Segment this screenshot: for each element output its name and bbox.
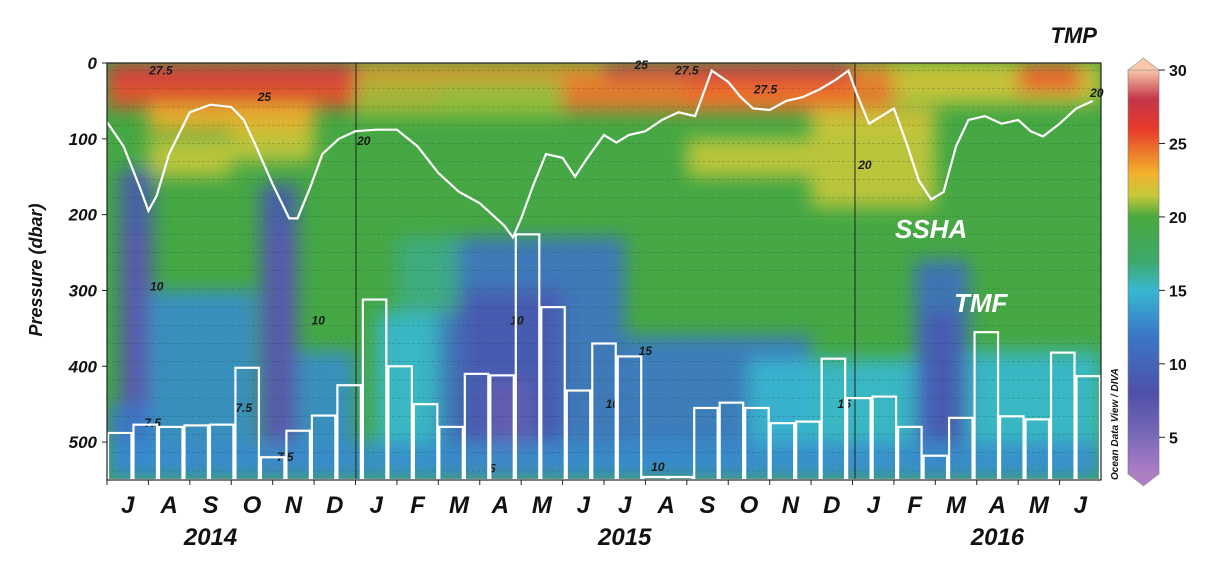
field-patch — [922, 313, 961, 443]
contour-label: 27.5 — [753, 82, 778, 96]
contour-label: 15 — [639, 344, 653, 358]
field-patch — [231, 131, 315, 162]
contour-label: 7.5 — [235, 401, 252, 415]
field-patch — [148, 138, 232, 177]
colorbar-tick-label: 5 — [1169, 430, 1178, 447]
contour-label: 27.5 — [674, 63, 699, 77]
field-patch — [355, 78, 563, 117]
month-label: A — [159, 492, 177, 519]
contour-label: 10 — [651, 460, 665, 474]
chart-title: TMP — [1051, 23, 1098, 48]
field-patch — [148, 104, 315, 132]
odv-credit: Ocean Data View / DIVA — [1110, 368, 1121, 480]
ssha-series-label: SSHA — [895, 214, 967, 244]
year-label: 2016 — [970, 524, 1025, 551]
month-label: O — [243, 492, 262, 519]
contour-label: 20 — [1089, 86, 1104, 100]
colorbar-tick-label: 15 — [1169, 283, 1187, 300]
field-patch — [268, 229, 294, 480]
y-tick-label: 500 — [69, 433, 98, 452]
contour-label: 27.5 — [148, 63, 173, 77]
contour-label: 10 — [150, 279, 164, 293]
colorbar — [1127, 69, 1160, 475]
contour-label: 10 — [312, 314, 326, 328]
colorbar-top-arrow — [1127, 57, 1160, 71]
colorbar-tick-label: 10 — [1169, 357, 1187, 374]
month-label: M — [1029, 492, 1050, 519]
month-label: D — [326, 492, 343, 519]
month-label: F — [410, 492, 426, 519]
field-blobs — [107, 63, 1101, 480]
field-patch — [562, 81, 894, 113]
y-axis-ticks: 0 100 200 300 400 500 — [68, 54, 107, 452]
contour-label: 25 — [634, 58, 649, 72]
field-patch — [107, 63, 356, 82]
month-label: J — [1074, 492, 1088, 519]
contour-label: 20 — [857, 158, 872, 172]
month-label: M — [532, 492, 553, 519]
month-label: O — [740, 492, 759, 519]
field-patch — [396, 237, 460, 314]
colorbar-ticks: 5 10 15 20 25 30 — [1159, 63, 1187, 447]
month-label: A — [988, 492, 1006, 519]
temperature-field — [107, 63, 1101, 480]
y-tick-label: 100 — [69, 130, 98, 149]
month-label: S — [203, 492, 219, 519]
month-label: J — [618, 492, 632, 519]
month-label: M — [946, 492, 967, 519]
y-axis-label: Pressure (dbar) — [26, 203, 46, 336]
month-label: J — [577, 492, 591, 519]
month-label: F — [907, 492, 923, 519]
year-label: 2014 — [183, 524, 237, 551]
colorbar-bottom-arrow — [1127, 473, 1160, 487]
field-patch — [107, 442, 1101, 480]
contour-label: 25 — [257, 90, 272, 104]
y-tick-label: 0 — [88, 54, 98, 73]
tmf-series-label: TMF — [954, 288, 1009, 318]
colorbar-tick-label: 20 — [1169, 210, 1187, 227]
y-tick-label: 300 — [69, 281, 98, 300]
field-patch — [686, 138, 812, 177]
y-tick-label: 200 — [68, 206, 98, 225]
field-patch — [1018, 63, 1081, 94]
month-label: J — [121, 492, 135, 519]
month-label: A — [656, 492, 674, 519]
colorbar-tick-label: 25 — [1169, 136, 1187, 153]
y-tick-label: 400 — [68, 357, 98, 376]
month-label: N — [782, 492, 800, 519]
month-label: A — [491, 492, 509, 519]
colorbar-tick-label: 30 — [1169, 63, 1187, 80]
month-label: S — [700, 492, 716, 519]
contour-label: 10 — [510, 314, 524, 328]
month-label: J — [867, 492, 881, 519]
field-patch — [811, 123, 936, 208]
year-label: 2015 — [597, 524, 652, 551]
field-patch — [604, 63, 853, 79]
month-label: D — [823, 492, 840, 519]
month-label: N — [285, 492, 303, 519]
ssha-line — [106, 68, 1094, 240]
contour-label: 20 — [356, 134, 371, 148]
month-label: M — [449, 492, 470, 519]
x-axis-year-labels: 2014 2015 2016 — [183, 524, 1025, 551]
month-label: J — [370, 492, 384, 519]
contour-label: 5 — [489, 461, 496, 475]
